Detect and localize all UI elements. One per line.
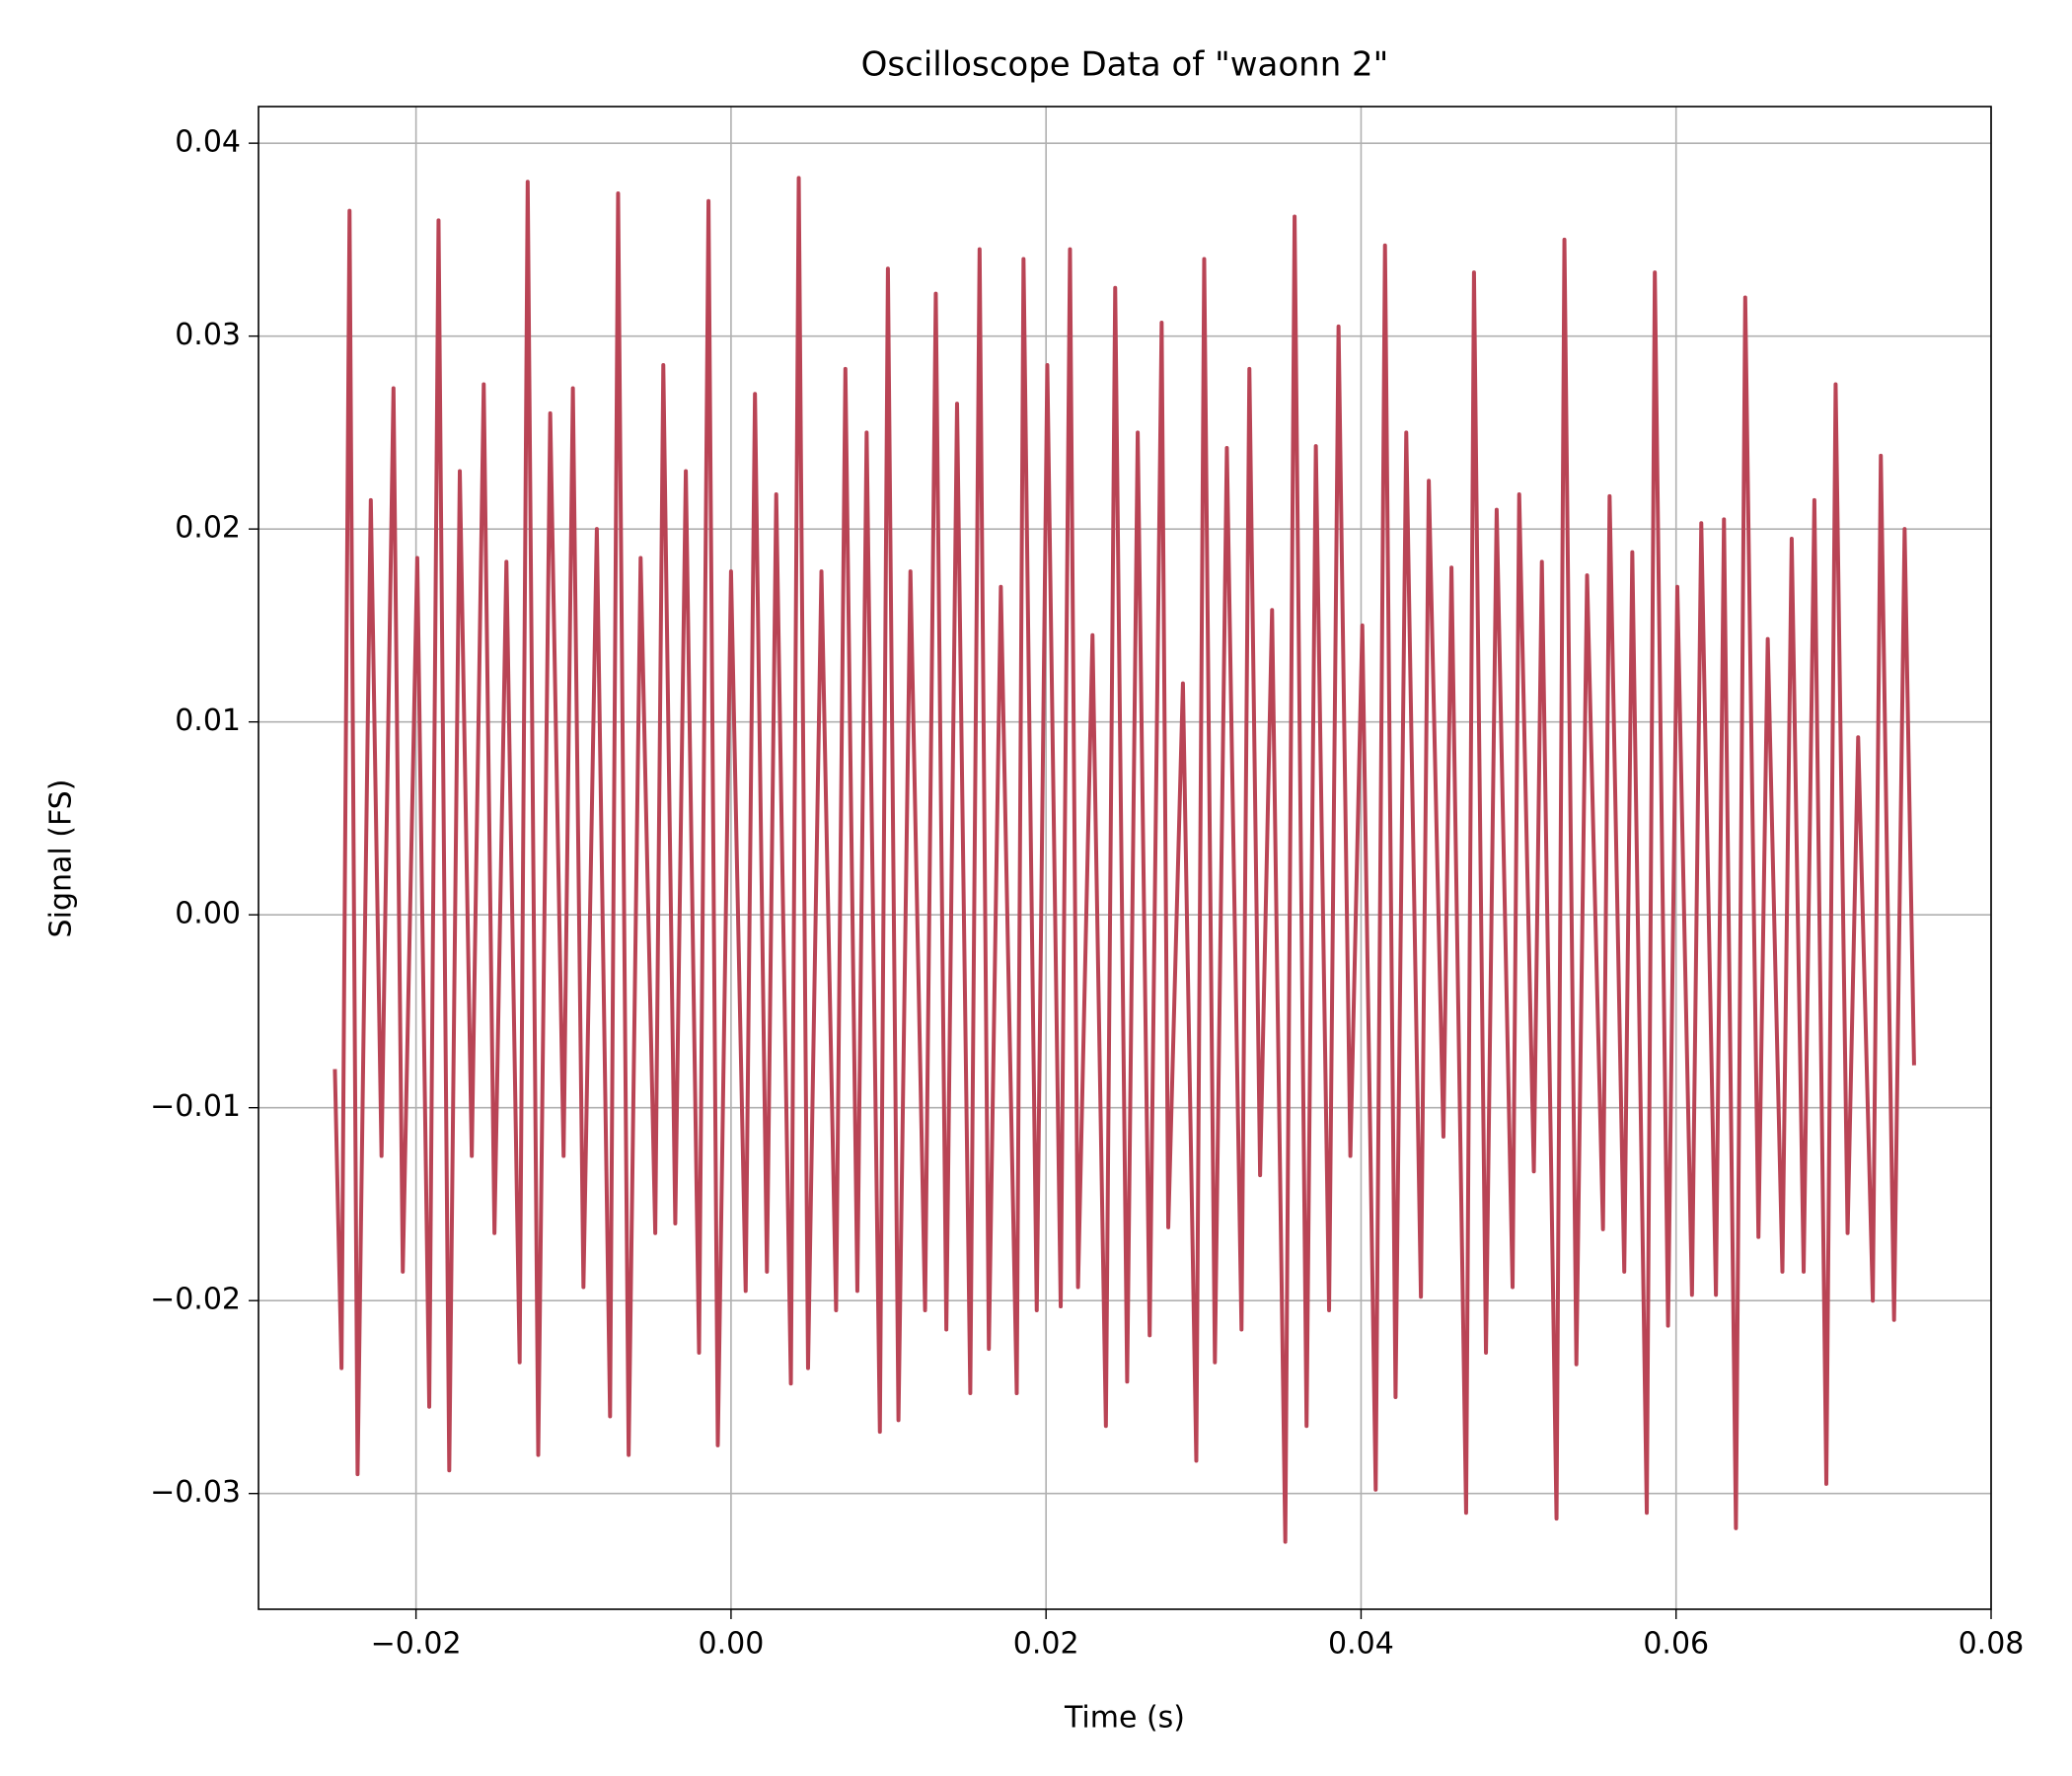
y-tick-label: 0.04 [175, 125, 241, 160]
x-tick-label: −0.02 [371, 1627, 462, 1662]
y-tick-label: 0.02 [175, 511, 241, 546]
y-tick-label: −0.01 [150, 1089, 241, 1124]
y-axis-label: Signal (FS) [44, 779, 79, 938]
y-tick-label: 0.00 [175, 897, 241, 931]
x-tick-label: 0.06 [1643, 1627, 1709, 1662]
y-tick-label: −0.03 [150, 1475, 241, 1510]
x-tick-label: 0.04 [1328, 1627, 1394, 1662]
signal-line [333, 176, 1916, 1544]
x-tick-label: 0.00 [699, 1627, 765, 1662]
chart-title: Oscilloscope Data of "waonn 2" [861, 45, 1389, 85]
plot-frame [258, 106, 1992, 1610]
y-tick-label: 0.01 [175, 703, 241, 738]
y-tick-label: −0.02 [150, 1283, 241, 1317]
y-tick-label: 0.03 [175, 318, 241, 352]
x-axis-label: Time (s) [1064, 1701, 1185, 1736]
x-tick-label: 0.02 [1013, 1627, 1079, 1662]
x-tick-label: 0.08 [1959, 1627, 2025, 1662]
